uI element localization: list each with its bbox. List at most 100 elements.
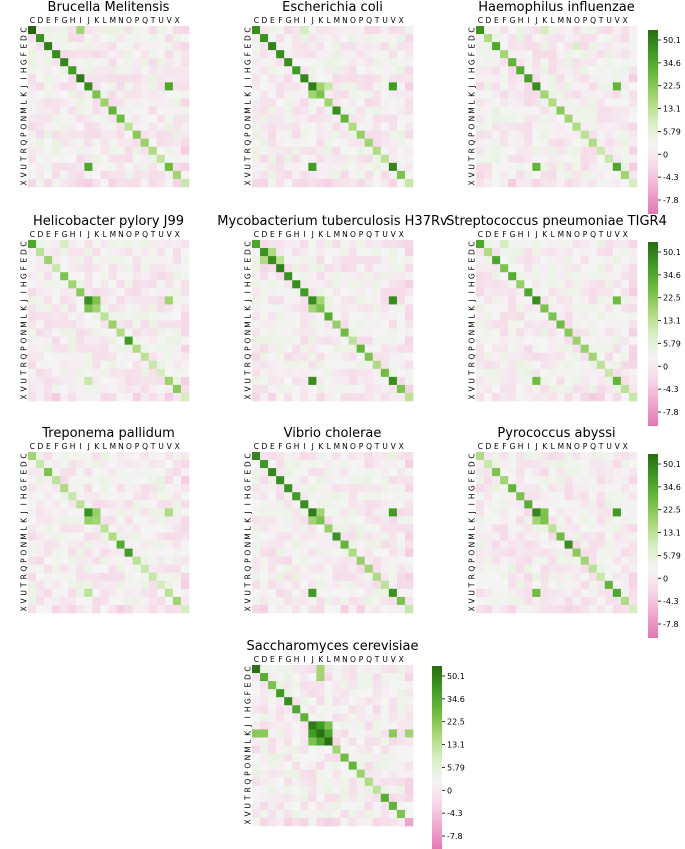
heatmap-cell (76, 288, 85, 297)
heatmap-cell (116, 50, 125, 59)
heatmap-cell (252, 170, 261, 180)
heatmap-cell (364, 689, 374, 698)
heatmap-cell (396, 516, 406, 525)
y-tick-label: M (20, 533, 29, 539)
heatmap-cell (508, 368, 517, 378)
heatmap-cell (604, 34, 614, 43)
y-tick-label: K (468, 305, 477, 311)
heatmap-cell (132, 90, 141, 99)
heatmap-cell (500, 296, 509, 305)
heatmap-cell (156, 548, 166, 557)
heatmap-cell (340, 130, 349, 139)
heatmap-cell (268, 392, 277, 402)
heatmap-cell (516, 170, 525, 180)
heatmap-cell (100, 58, 109, 67)
heatmap-cell (524, 256, 533, 265)
heatmap-cell (44, 352, 53, 362)
heatmap-cell (620, 588, 630, 598)
heatmap-cell (364, 737, 374, 746)
heatmap-cell (396, 178, 406, 188)
heatmap-cell (332, 492, 341, 501)
heatmap-cell (100, 344, 109, 353)
heatmap-cell (340, 392, 349, 402)
heatmap-cell (276, 532, 285, 541)
x-tick-label: P (135, 16, 140, 25)
y-tick-label: P (244, 771, 253, 776)
heatmap-cell (476, 540, 485, 549)
heatmap-cell (604, 540, 614, 549)
heatmap-cell (364, 90, 374, 99)
heatmap-cell (564, 114, 573, 123)
heatmap-cell (596, 460, 606, 469)
heatmap-cell (172, 484, 182, 493)
heatmap-cell (340, 785, 349, 795)
heatmap-cell (324, 492, 333, 501)
colorbar-tick-label: -4.3 (447, 809, 463, 818)
heatmap-cell (572, 280, 581, 289)
heatmap-cell (276, 66, 285, 75)
x-tick-label: L (551, 230, 556, 239)
heatmap-cell (476, 138, 485, 148)
heatmap-cell (268, 500, 277, 509)
y-tick-label: J (468, 299, 477, 302)
heatmap-cell (364, 452, 374, 461)
heatmap-cell (108, 588, 117, 598)
heatmap-cell (308, 178, 317, 188)
heatmap-cell (404, 476, 414, 485)
heatmap-cell (60, 460, 69, 469)
heatmap-cell (628, 500, 638, 509)
heatmap-cell (172, 42, 182, 51)
heatmap-cell (180, 368, 190, 378)
heatmap-cell (300, 304, 309, 313)
heatmap-cell (380, 138, 390, 148)
heatmap-cell (36, 114, 45, 123)
heatmap-cell (612, 114, 622, 123)
heatmap-cell (52, 328, 61, 337)
heatmap-cell (388, 368, 398, 378)
heatmap-cell (100, 500, 109, 509)
heatmap-cell (380, 532, 390, 541)
heatmap-cell (260, 58, 269, 67)
heatmap-cell (180, 178, 190, 188)
heatmap-cell (36, 484, 45, 493)
heatmap-cell (28, 248, 37, 257)
heatmap-cell (516, 296, 525, 305)
heatmap-cell (356, 564, 365, 574)
heatmap-cell (332, 280, 341, 289)
heatmap-cell (284, 146, 293, 156)
heatmap-cell (356, 98, 365, 107)
heatmap-cell (348, 737, 357, 746)
heatmap-cell (132, 452, 141, 461)
heatmap-cell (332, 272, 341, 281)
heatmap-cell (564, 50, 573, 59)
heatmap-cell (388, 280, 398, 289)
heatmap-cell (268, 809, 277, 819)
heatmap-cell (500, 288, 509, 297)
heatmap-cell (356, 508, 365, 517)
heatmap-cell (132, 524, 141, 533)
heatmap-cell (572, 26, 581, 35)
heatmap-cell (620, 580, 630, 590)
heatmap-cell (492, 564, 501, 574)
heatmap-cell (324, 673, 333, 682)
heatmap-cell (604, 564, 614, 574)
colorbar-bar (432, 666, 442, 849)
heatmap-cell (404, 146, 414, 156)
heatmap-cell (372, 288, 382, 297)
x-tick-label: T (598, 230, 604, 239)
heatmap-cell (364, 146, 374, 156)
heatmap-cell (500, 564, 509, 574)
heatmap-cell (180, 556, 190, 565)
heatmap-cell (252, 304, 261, 313)
heatmap-cell (604, 178, 614, 188)
heatmap-cell (332, 737, 341, 746)
heatmap-cell (292, 817, 301, 827)
heatmap-cell (180, 452, 190, 461)
heatmap-cell (28, 138, 37, 148)
heatmap-cell (508, 604, 517, 614)
heatmap-cell (340, 122, 349, 131)
heatmap-cell (108, 272, 117, 281)
heatmap-cell (332, 809, 341, 819)
y-tick-label: F (244, 478, 253, 482)
